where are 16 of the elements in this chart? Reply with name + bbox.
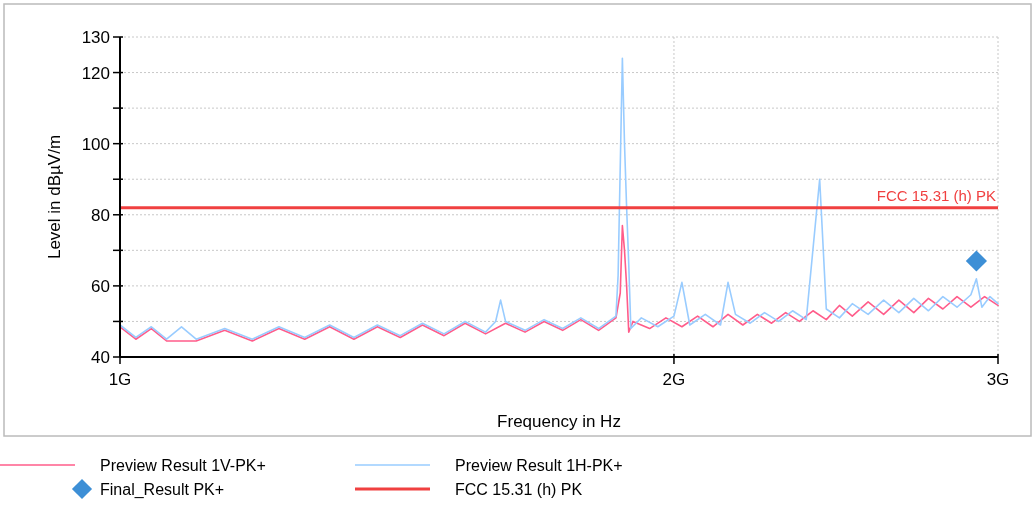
legend-label: Preview Result 1V-PK+ bbox=[100, 457, 266, 474]
y-tick-label: 100 bbox=[81, 134, 110, 154]
y-tick-label: 40 bbox=[91, 348, 110, 367]
ref-line-label: FCC 15.31 (h) PK bbox=[876, 186, 996, 204]
legend-label: Final_Result PK+ bbox=[100, 481, 225, 499]
legend-label: Preview Result 1H-PK+ bbox=[455, 457, 623, 474]
y-tick-label: 120 bbox=[81, 63, 110, 83]
x-axis-title: Frequency in Hz bbox=[497, 412, 621, 431]
y-tick-label: 60 bbox=[91, 276, 110, 296]
x-tick-label: 3G bbox=[986, 370, 1010, 389]
y-axis-title: Level in dBµV/m bbox=[45, 134, 64, 260]
text: FCC 15.31 (h) PK bbox=[455, 481, 583, 498]
x-tick-label: 1G bbox=[108, 370, 132, 389]
y-tick-label: 130 bbox=[81, 28, 110, 47]
x-tick-label: 2G bbox=[662, 370, 686, 389]
y-tick-label: 80 bbox=[91, 205, 110, 225]
